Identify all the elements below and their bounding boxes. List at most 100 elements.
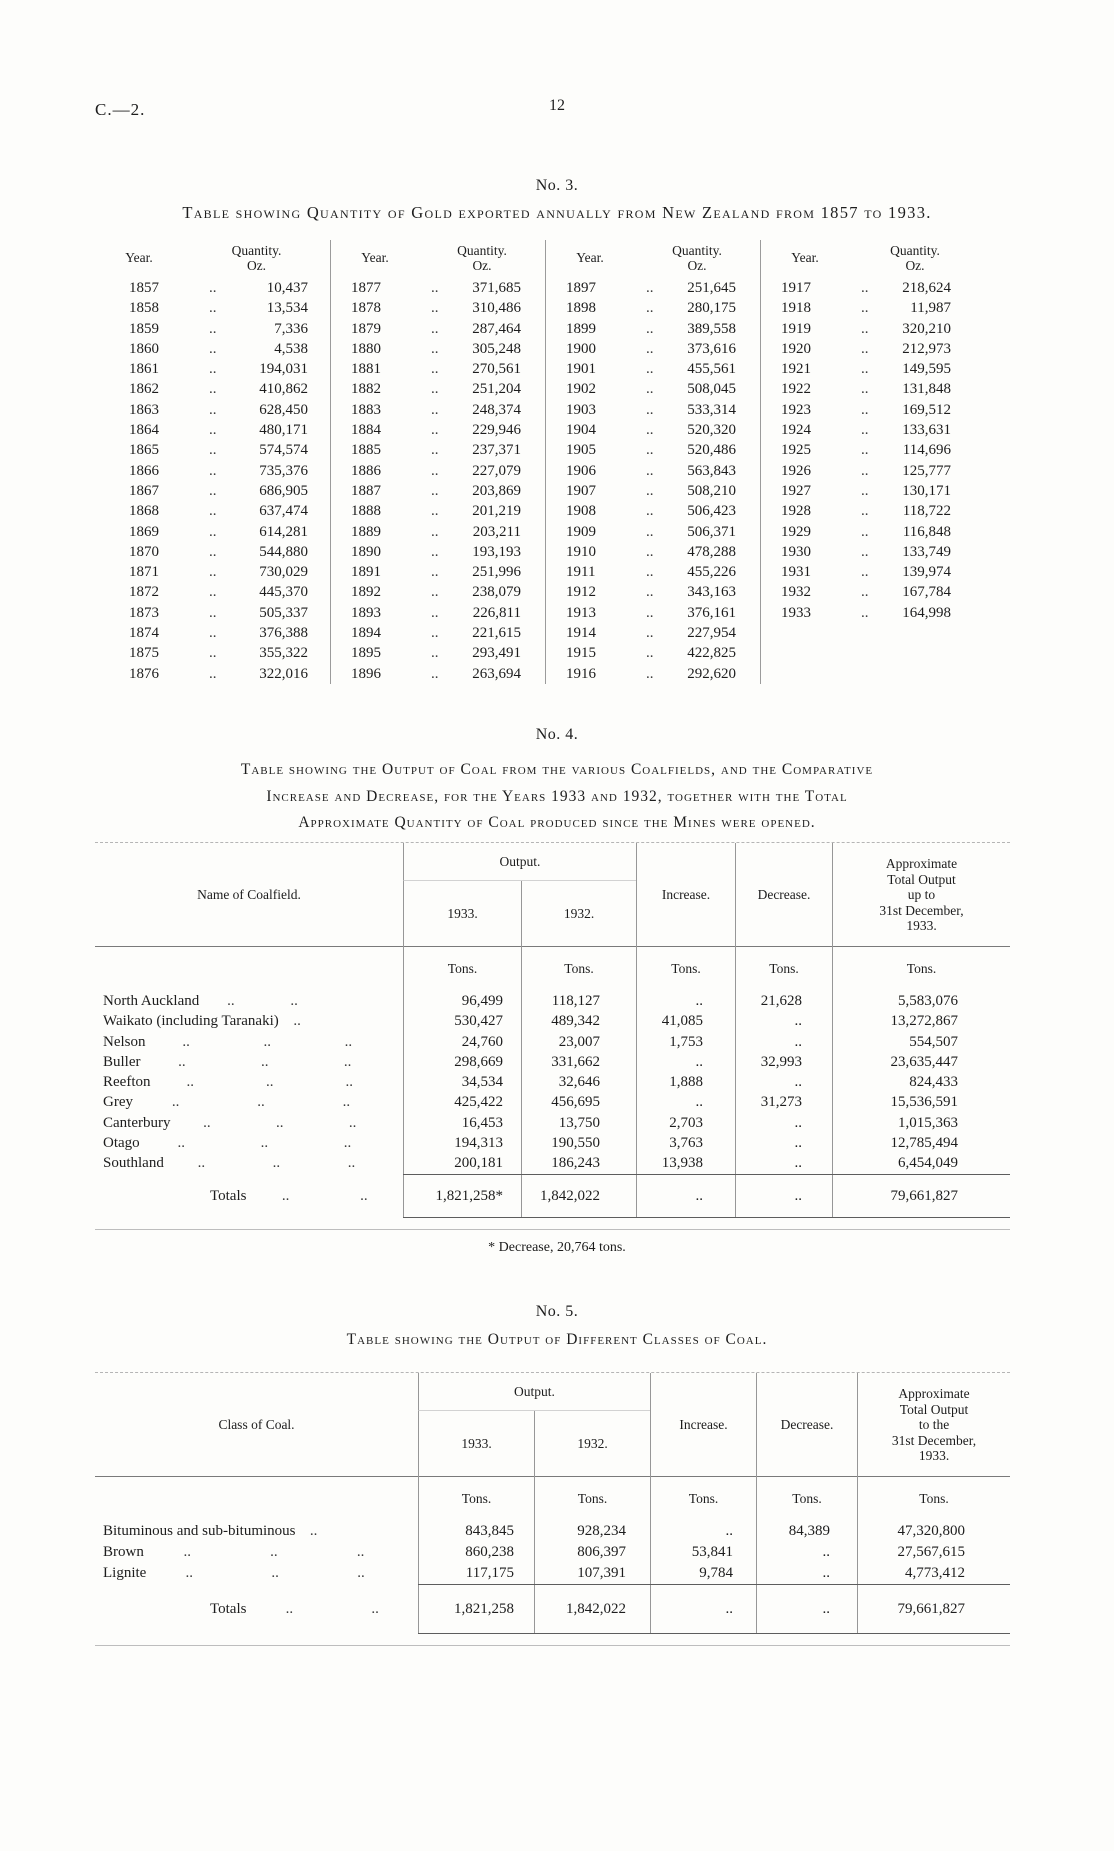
gold-row: 1884 .. 229,946 [331,420,545,440]
dot-leader: .. [209,340,217,357]
dot-leader: .. [646,442,654,459]
quantity-cell: 227,079 [472,462,521,479]
table-bottom-full-rule [95,1228,1010,1230]
dot-leader [332,1521,368,1542]
dot-leader: .. [209,401,217,418]
year-cell: 1923 [781,401,811,418]
dot-leader: .. [431,564,439,581]
tons-label: Tons. [735,947,832,991]
coal-classes-totals-row: Totals.... 1,821,258 1,842,022 .. .. 79,… [95,1585,1010,1633]
gold-row: 1887 .. 203,869 [331,481,545,501]
tons-label: Tons. [403,947,521,991]
quantity-cell: 133,631 [902,422,951,439]
gold-row: 1889 .. 203,211 [331,522,545,542]
gold-row: 1900 .. 373,616 [546,339,760,359]
decrease-cell: 21,628 [735,991,832,1012]
gold-row: 1892 .. 238,079 [331,582,545,602]
dot-leader: .. [431,320,439,337]
gold-rows-1: 1857 .. 10,437 1858 .. 13,534 1859 .. 7,… [95,278,330,684]
coalfield-name: Buller [103,1053,141,1070]
quantity-cell: 506,371 [687,523,736,540]
year-cell: 1932 [781,584,811,601]
gold-row: 1926 .. 125,777 [761,461,1027,481]
decrease-cell: 84,389 [756,1521,857,1542]
dot-leader [316,1011,353,1031]
year-cell: 1908 [566,503,596,520]
year-cell: 1860 [129,340,159,357]
gold-row: 1888 .. 201,219 [331,501,545,521]
decrease-cell: 32,993 [735,1051,832,1073]
year-cell: 1867 [129,482,159,499]
gold-row: 1893 .. 226,811 [331,603,545,623]
increase-cell: 9,784 [650,1563,756,1584]
decrease-cell: .. [756,1563,857,1584]
output-1933-cell: 530,427 [403,1011,521,1032]
dot-leader: .. [861,361,869,378]
dot-leader: .. [209,543,217,560]
dot-leader: .. [861,564,869,581]
dot-leader: .. [646,340,654,357]
coalfield-name-cell: Waikato (including Taranaki).. [95,1011,403,1031]
dot-leader: .. [185,1565,194,1581]
gold-row: 1908 .. 506,423 [546,501,760,521]
coal-class-name: Lignite [103,1565,147,1581]
year-cell: 1863 [129,401,159,418]
gold-rows-2: 1877 .. 371,685 1878 .. 310,486 1879 .. … [331,278,545,684]
coalfield-rows: North Auckland.... 96,499 118,127 .. 21,… [95,991,1010,1174]
gold-row: 1903 .. 533,314 [546,400,760,420]
table-bottom-rule [403,1216,1010,1218]
tons-unit-row: Tons. Tons. Tons. Tons. Tons. [95,1477,1010,1521]
coalfield-row: Southland...... 200,181 186,243 13,938 .… [95,1153,1010,1174]
gold-row: 1865 .. 574,574 [95,440,330,460]
gold-row: 1874 .. 376,388 [95,623,330,643]
dot-leader: .. [309,1523,318,1539]
tons-label: Tons. [857,1477,1010,1521]
year-cell: 1933 [781,604,811,621]
year-1932-header: 1932. [534,1411,650,1477]
totals-label: Totals [210,1187,247,1204]
coalfield-name: Waikato (including Taranaki) [103,1013,279,1030]
gold-row: 1904 .. 520,320 [546,420,760,440]
dot-leader: .. [861,320,869,337]
dot-leader: .. [171,1094,180,1111]
coalfield-name: Otago [103,1135,140,1152]
coalfield-name-cell: Grey...... [95,1092,403,1112]
dot-leader: .. [431,604,439,621]
coalfield-row: Otago...... 194,313 190,550 3,763 .. 12,… [95,1133,1010,1154]
gold-row: 1933 .. 164,998 [761,603,1027,623]
quantity-cell: 263,694 [472,665,521,682]
year-cell: 1897 [566,280,596,296]
quantity-cell: 203,869 [472,482,521,499]
gold-row: 1858 .. 13,534 [95,298,330,318]
dot-leader: .. [209,280,217,296]
year-cell: 1913 [566,604,596,621]
gold-row: 1925 .. 114,696 [761,440,1027,460]
gold-row: 1896 .. 263,694 [331,664,545,684]
year-cell: 1909 [566,523,596,540]
year-cell: 1889 [351,523,381,540]
quantity-unit: Oz. [687,258,707,273]
dot-leader: .. [431,442,439,459]
dot-leader: .. [260,1135,269,1152]
year-cell: 1886 [351,462,381,479]
dot-leader: .. [431,401,439,418]
gold-row: 1929 .. 116,848 [761,522,1027,542]
output-1933-cell: 34,534 [403,1072,521,1093]
gold-row: 1899 .. 389,558 [546,319,760,339]
dot-leader: .. [646,645,654,662]
year-cell: 1912 [566,584,596,601]
coalfield-name-cell: Nelson...... [95,1032,403,1052]
dot-leader: .. [646,462,654,479]
dot-leader: .. [209,482,217,499]
dot-leader: .. [227,993,235,1009]
increase-cell: 3,763 [636,1133,735,1154]
gold-row: 1917 .. 218,624 [761,278,1027,298]
gold-row: 1901 .. 455,561 [546,359,760,379]
gold-row: 1877 .. 371,685 [331,278,545,298]
dot-leader: .. [646,422,654,439]
dot-leader: .. [186,1074,194,1091]
dot-leader: .. [209,503,217,520]
year-cell: 1892 [351,584,381,601]
dot-leader [326,991,389,1011]
dot-leader: .. [371,1601,379,1617]
